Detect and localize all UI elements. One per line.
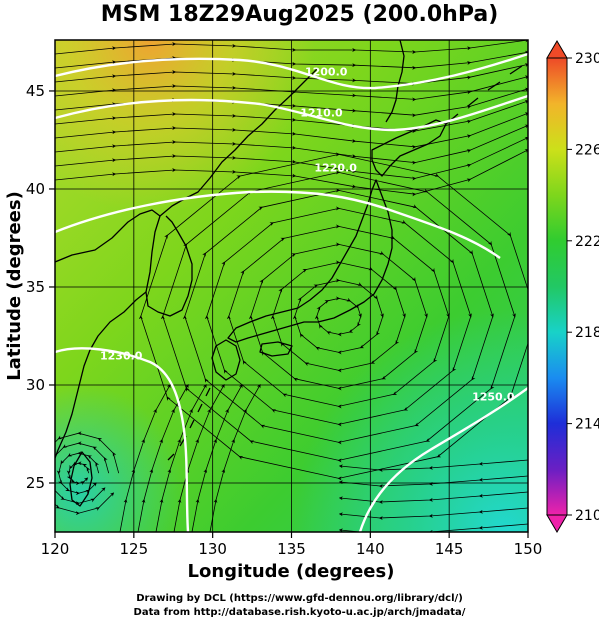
streamline-cyclone xyxy=(55,431,120,516)
y-axis-label: Latitude (degrees) xyxy=(4,191,25,381)
y-tick-label: 25 xyxy=(26,474,45,492)
y-tick-label: 30 xyxy=(26,376,45,394)
streamline-easterly xyxy=(338,475,528,489)
contour-labels: 1200.0 1210.0 1220.0 1230.0 1250.0 xyxy=(100,65,515,403)
streamline-westerly xyxy=(55,40,528,55)
height-contours xyxy=(55,52,528,532)
streamline-easterly xyxy=(338,459,528,473)
x-axis-ticks: 120 125 130 135 140 145 150 xyxy=(41,532,543,558)
colorbar-tick-label: 218 xyxy=(575,325,599,341)
x-tick-label: 140 xyxy=(356,540,385,558)
contour-1250 xyxy=(358,387,528,532)
colorbar-top-triangle xyxy=(546,40,568,59)
contour-label: 1230.0 xyxy=(100,350,143,363)
x-tick-label: 145 xyxy=(435,540,464,558)
y-tick-label: 40 xyxy=(26,180,45,198)
x-axis-label: Longitude (degrees) xyxy=(188,561,395,582)
y-axis-ticks: 25 30 35 40 45 xyxy=(26,82,55,492)
colorbar-fill xyxy=(546,57,568,516)
credit-drawing: Drawing by DCL (https://www.gfd-dennou.o… xyxy=(136,593,463,604)
x-tick-label: 130 xyxy=(198,540,227,558)
x-tick-label: 120 xyxy=(41,540,70,558)
contour-label: 1200.0 xyxy=(305,65,348,78)
contour-label: 1210.0 xyxy=(300,106,343,119)
chart-title: MSM 18Z29Aug2025 (200.0hPa) xyxy=(100,2,499,27)
colorbar-tick-label: 210 xyxy=(575,508,599,524)
colorbar-tick-label: 222 xyxy=(575,234,599,250)
colorbar-ticks: 230 226 222 218 214 210 xyxy=(567,51,599,524)
credit-data-source: Data from http://database.rish.kyoto-u.a… xyxy=(133,607,466,618)
contour-label: 1220.0 xyxy=(314,161,357,174)
y-tick-label: 35 xyxy=(26,278,45,296)
colorbar-bottom-triangle xyxy=(546,514,568,533)
contour-1200 xyxy=(55,52,528,90)
streamline-easterly xyxy=(338,491,528,505)
contour-label: 1250.0 xyxy=(472,391,515,404)
colorbar-tick-label: 226 xyxy=(575,142,599,158)
y-tick-label: 45 xyxy=(26,82,45,100)
colorbar-tick-label: 230 xyxy=(575,51,599,67)
streamline-easterly xyxy=(338,523,528,532)
contour-1210 xyxy=(55,94,528,132)
contour-1230 xyxy=(55,347,190,532)
x-tick-label: 125 xyxy=(120,540,149,558)
colorbar-tick-label: 214 xyxy=(575,417,599,433)
streamline-southwest xyxy=(209,383,261,532)
contour-1220 xyxy=(55,190,501,259)
streamline-anticyclone xyxy=(138,152,528,481)
colorbar: 230 226 222 218 214 210 xyxy=(546,40,599,533)
x-tick-label: 135 xyxy=(277,540,306,558)
x-tick-label: 150 xyxy=(514,540,543,558)
